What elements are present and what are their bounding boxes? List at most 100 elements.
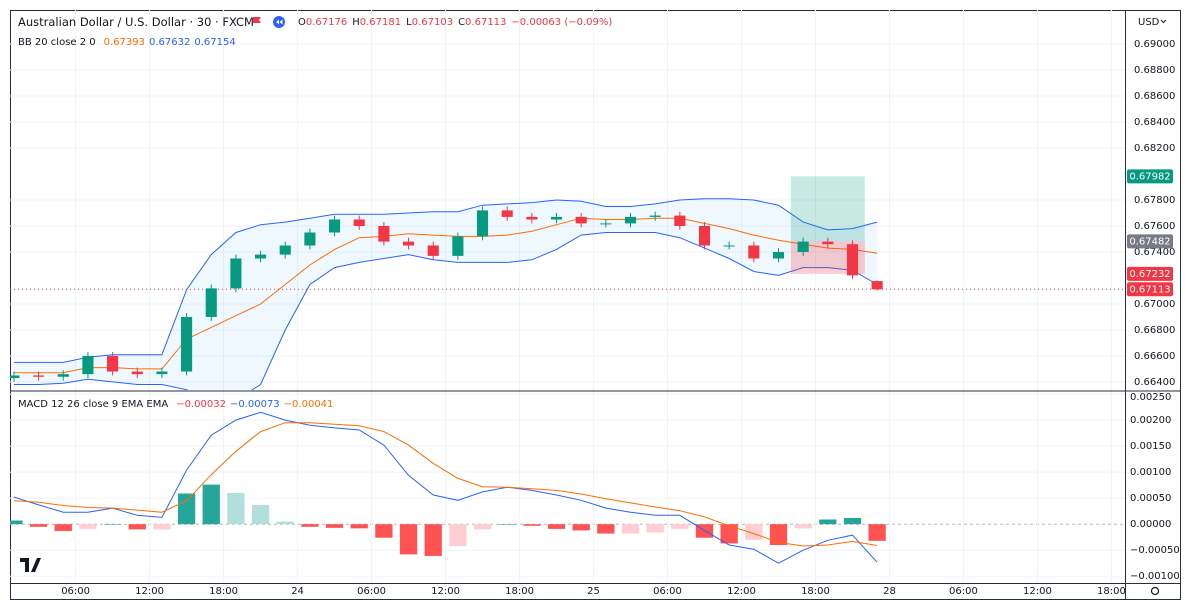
histogram-bar: [547, 524, 566, 529]
y-tick-label: 0.00200: [1130, 415, 1171, 426]
macd-value: −0.00041: [284, 399, 334, 410]
y-tick-label: −0.00100: [1130, 571, 1180, 582]
x-tick-label: 18:00: [801, 586, 830, 597]
histogram-bar: [646, 524, 664, 533]
histogram-bar: [153, 524, 171, 530]
currency-caret: [1160, 19, 1167, 24]
bb-value: 0.67632: [149, 37, 190, 48]
y-tick-label: 0.68200: [1134, 143, 1175, 154]
histogram-bar: [325, 524, 344, 528]
histogram-bar: [720, 524, 738, 544]
candle-body: [846, 244, 859, 276]
histogram-bar: [350, 524, 368, 529]
bb-upper: [13, 198, 878, 363]
bb-legend: BB 20 close 2 0 0.67393 0.67632 0.67154: [18, 37, 236, 48]
histogram-bar: [868, 524, 886, 541]
candle-body: [205, 288, 217, 317]
change-value: −0.00063 (−0.09%): [511, 17, 612, 28]
ohlc-label: O: [298, 17, 306, 28]
y-tick-label: 0.68800: [1134, 65, 1175, 76]
axes: 0.69000 0.68800 0.68600 0.68400 0.68200 0.678…: [61, 39, 1180, 597]
bb-lower: [13, 232, 878, 390]
ohlc-label: H: [352, 17, 360, 28]
candle-body: [329, 219, 341, 233]
candle-body: [871, 281, 883, 290]
histogram-bar: [54, 524, 72, 531]
replay-icon-glyph: [276, 19, 283, 25]
logo: [20, 558, 41, 572]
x-tick-label: 18:00: [1097, 586, 1126, 597]
histogram-bar: [399, 524, 418, 555]
candle-body: [723, 245, 735, 247]
histogram-bar: [375, 524, 393, 538]
y-tick-label: 0.00150: [1130, 441, 1171, 452]
x-tick-label: 12:00: [727, 586, 756, 597]
histogram-bar: [597, 524, 615, 534]
profit-zone: [790, 176, 865, 242]
candle-body: [452, 236, 464, 256]
histogram-bar: [177, 493, 196, 525]
candle-body: [181, 316, 193, 372]
histogram-bar: [202, 484, 220, 525]
candle-body: [304, 232, 316, 246]
candle-body: [624, 216, 637, 224]
candle-body: [353, 219, 365, 226]
candle-body: [10, 375, 20, 379]
candle-body: [33, 375, 45, 377]
histogram-bar: [424, 524, 442, 556]
candle-body: [501, 210, 513, 217]
histogram-bar: [251, 504, 270, 525]
price-label-box: [1127, 282, 1173, 297]
histogram-bar: [794, 524, 812, 529]
y-tick-label: 0.66600: [1134, 351, 1175, 362]
x-tick-label: 18:00: [505, 586, 534, 597]
y-tick-label: 0.69000: [1134, 39, 1175, 50]
y-tick-label: 0.67800: [1134, 195, 1175, 206]
candle-body: [772, 251, 785, 259]
price-label: 0.67232: [1129, 269, 1170, 280]
candle-body: [476, 210, 489, 237]
histogram-bar: [621, 524, 640, 534]
candle-body: [402, 241, 415, 246]
histogram-bar: [819, 519, 837, 525]
y-tick-label: 0.66800: [1134, 325, 1175, 336]
ohlc-value: 0.67113: [465, 17, 506, 28]
macd-value: −0.00032: [176, 399, 226, 410]
price-label-box: [1127, 266, 1173, 281]
histogram-bar: [473, 524, 492, 530]
signal-line: [13, 422, 878, 547]
price-label-box: [1127, 169, 1173, 184]
macd-line: [13, 411, 878, 564]
candle-body: [649, 215, 661, 217]
histogram-bar: [449, 524, 467, 547]
histogram-bar: [843, 517, 862, 525]
candle-body: [526, 216, 538, 220]
candle-body: [107, 355, 119, 372]
macd-legend: MACD 12 26 close 9 EMA EMA −0.00032 −0.000…: [18, 399, 333, 410]
candle-body: [822, 241, 834, 245]
y-tick-label: 0.00100: [1130, 467, 1171, 478]
y-tick-label: 0.67000: [1134, 299, 1175, 310]
candle-body: [230, 258, 242, 289]
bb-fill: [13, 198, 878, 390]
currency[interactable]: USD: [1138, 17, 1160, 28]
candle-body: [748, 245, 760, 259]
x-tick-label: 06:00: [653, 586, 682, 597]
bb-name: BB 20 close 2 0: [18, 37, 96, 48]
price-label: 0.67482: [1129, 236, 1170, 247]
histogram-bar: [227, 492, 245, 525]
settings-icon[interactable]: [1150, 586, 1160, 596]
histogram-bar: [79, 524, 97, 529]
price-label: 0.67113: [1129, 284, 1170, 295]
x-tick-label: 25: [587, 586, 600, 597]
price-label: 0.67982: [1129, 171, 1170, 182]
histogram-bar: [671, 524, 689, 529]
candle-body: [600, 223, 612, 225]
y-tick-label: 0.00250: [1130, 392, 1171, 403]
candle-body: [255, 254, 267, 259]
x-tick-label: 12:00: [135, 586, 164, 597]
histogram-bar: [745, 524, 763, 540]
histogram-bar: [523, 524, 541, 526]
